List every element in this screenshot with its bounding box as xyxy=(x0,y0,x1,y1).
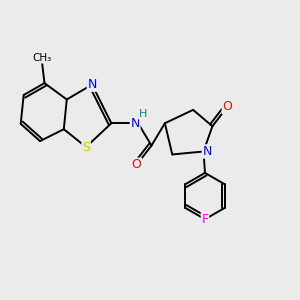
Text: O: O xyxy=(222,100,232,113)
Text: H: H xyxy=(138,109,147,119)
Text: N: N xyxy=(130,117,140,130)
Text: S: S xyxy=(82,140,90,154)
Text: N: N xyxy=(87,78,97,91)
Text: N: N xyxy=(202,145,212,158)
Text: CH₃: CH₃ xyxy=(32,53,51,63)
Text: O: O xyxy=(132,158,142,171)
Text: F: F xyxy=(201,213,208,226)
